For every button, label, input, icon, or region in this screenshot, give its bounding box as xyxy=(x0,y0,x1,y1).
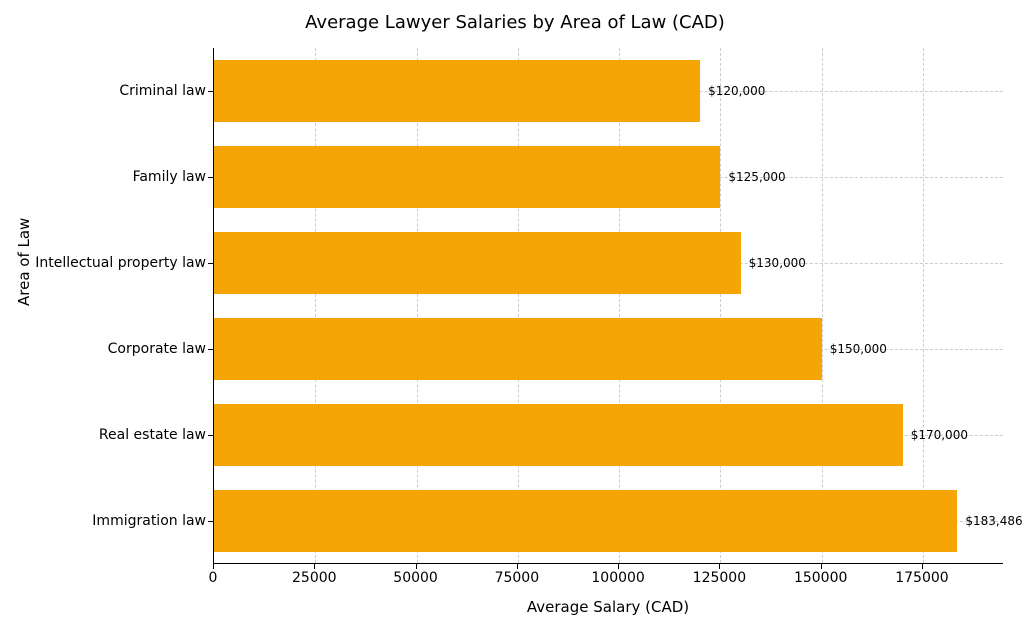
y-tick-label: Corporate law xyxy=(108,341,206,357)
y-tick-label: Criminal law xyxy=(119,83,206,99)
y-tick-label: Family law xyxy=(133,169,206,185)
x-tick-mark xyxy=(213,564,214,569)
x-tick-mark xyxy=(314,564,315,569)
x-tick-label: 150000 xyxy=(794,570,847,586)
y-tick-label: Real estate law xyxy=(99,427,206,443)
bar-value-label: $125,000 xyxy=(728,170,785,184)
grid-line-vertical xyxy=(720,48,721,563)
bar xyxy=(214,404,903,466)
x-tick-mark xyxy=(821,564,822,569)
y-axis-label: Area of Law xyxy=(15,218,33,306)
plot-area: $120,000 $125,000 $130,000 $150,000 $170,000… xyxy=(213,48,1003,564)
x-tick-label: 0 xyxy=(209,570,218,586)
grid-line-vertical xyxy=(923,48,924,563)
grid-line-vertical xyxy=(518,48,519,563)
y-tick-label: Intellectual property law xyxy=(35,255,206,271)
bar-value-label: $120,000 xyxy=(708,84,765,98)
grid-line-vertical xyxy=(822,48,823,563)
grid-line-vertical xyxy=(619,48,620,563)
y-tick-mark xyxy=(208,91,213,92)
y-tick-mark xyxy=(208,435,213,436)
x-axis-label: Average Salary (CAD) xyxy=(213,598,1003,616)
grid-line-vertical xyxy=(417,48,418,563)
x-tick-mark xyxy=(719,564,720,569)
bar-value-label: $170,000 xyxy=(911,428,968,442)
x-tick-label: 75000 xyxy=(495,570,540,586)
x-tick-mark xyxy=(618,564,619,569)
y-tick-mark xyxy=(208,177,213,178)
bar xyxy=(214,232,741,294)
chart-title: Average Lawyer Salaries by Area of Law (… xyxy=(0,12,1030,33)
y-tick-label: Immigration law xyxy=(92,513,206,529)
y-tick-mark xyxy=(208,521,213,522)
bar-value-label: $150,000 xyxy=(830,342,887,356)
x-tick-label: 50000 xyxy=(393,570,438,586)
bar-value-label: $130,000 xyxy=(749,256,806,270)
bar xyxy=(214,318,822,380)
x-tick-label: 125000 xyxy=(693,570,746,586)
grid-line-vertical xyxy=(315,48,316,563)
x-tick-label: 25000 xyxy=(292,570,337,586)
x-tick-mark xyxy=(517,564,518,569)
y-tick-mark xyxy=(208,263,213,264)
bar xyxy=(214,146,720,208)
x-tick-mark xyxy=(416,564,417,569)
bar xyxy=(214,60,700,122)
x-tick-mark xyxy=(922,564,923,569)
x-tick-label: 175000 xyxy=(895,570,948,586)
bar-value-label: $183,486 xyxy=(965,514,1022,528)
x-tick-label: 100000 xyxy=(591,570,644,586)
y-tick-mark xyxy=(208,349,213,350)
chart-container: Average Lawyer Salaries by Area of Law (… xyxy=(0,0,1030,624)
bar xyxy=(214,490,957,552)
